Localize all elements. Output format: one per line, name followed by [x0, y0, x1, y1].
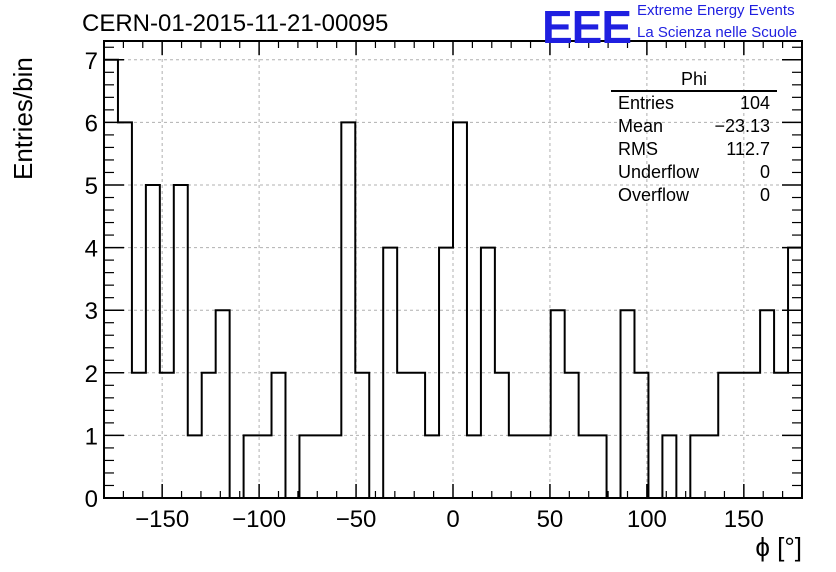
y-axis-label: Entries/bin — [8, 57, 38, 180]
axis-ticks — [104, 41, 802, 499]
y-tick-label: 6 — [85, 110, 98, 137]
x-tick-label: 100 — [627, 506, 667, 533]
x-tick-label: 150 — [724, 506, 764, 533]
y-tick-label: 4 — [85, 236, 98, 263]
stats-row-overflow: Overflow 0 — [618, 185, 770, 205]
y-tick-label: 3 — [85, 298, 98, 325]
y-tick-label: 2 — [85, 361, 98, 388]
x-tick-label: −50 — [336, 506, 377, 533]
logo-line-2: La Scienza nelle Scuole — [637, 24, 798, 41]
x-tick-label: −150 — [135, 506, 189, 533]
x-axis-label: ϕ [°] — [755, 532, 802, 562]
histogram-step-line — [103, 58, 803, 499]
y-tick-label: 7 — [85, 48, 98, 75]
stats-box: Phi Entries 104 Mean −23.13 RMS 112.7 Under… — [611, 68, 777, 207]
eee-logo: EEE — [542, 1, 632, 53]
stats-title: Phi — [611, 68, 777, 92]
y-tick-label: 1 — [85, 423, 98, 450]
tick-labels: −150 −100 −50 0 50 100 150 0 1 2 3 4 5 6 7 — [85, 48, 764, 533]
stats-row-entries: Entries 104 — [618, 93, 770, 113]
stats-row-mean: Mean −23.13 — [618, 116, 770, 136]
plot-frame — [103, 40, 803, 499]
x-tick-label: 50 — [537, 506, 564, 533]
x-tick-label: −100 — [232, 506, 286, 533]
x-tick-label: 0 — [446, 506, 459, 533]
logo-line-1: Extreme Energy Events — [637, 2, 795, 19]
chart-title: CERN-01-2015-11-21-00095 — [82, 10, 389, 37]
y-tick-label: 5 — [85, 173, 98, 200]
y-tick-label: 0 — [85, 486, 98, 513]
stats-row-rms: RMS 112.7 — [618, 139, 770, 159]
stats-row-underflow: Underflow 0 — [618, 162, 770, 182]
